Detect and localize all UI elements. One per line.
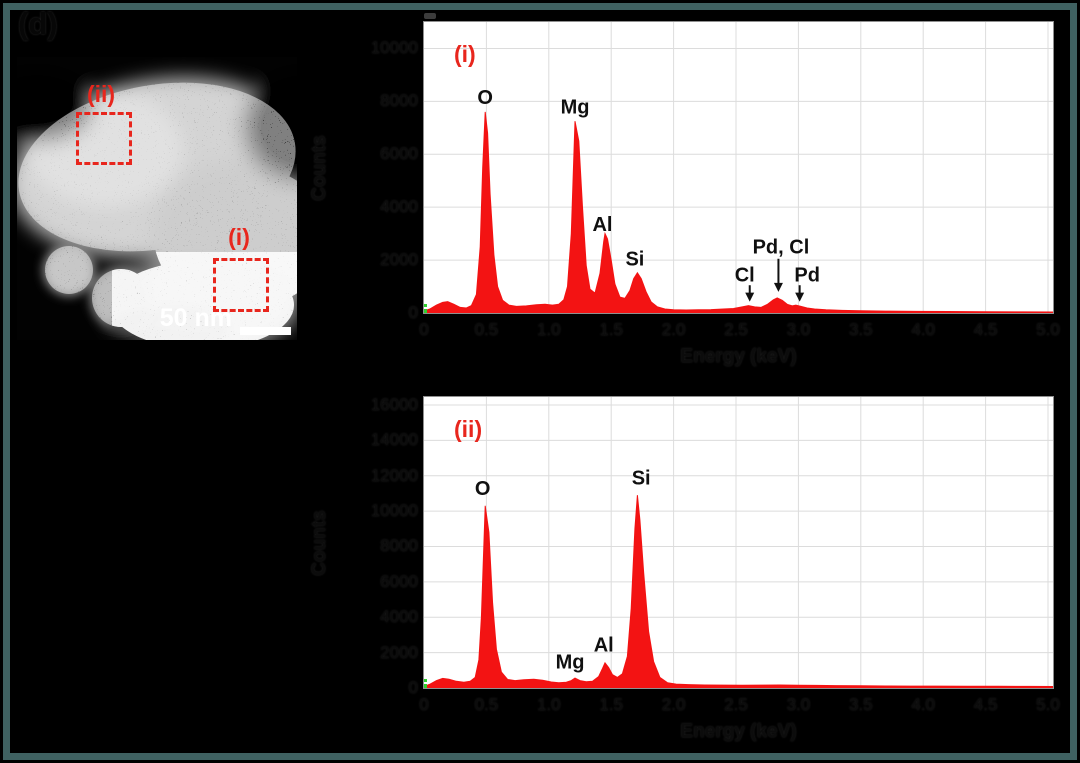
- spectrum-area: [423, 495, 1054, 689]
- cursor-mark: [424, 304, 427, 307]
- spectrum-canvas: O Mg Al Si (ii): [423, 397, 1054, 689]
- y-tick-label: 8000: [380, 536, 418, 556]
- region-box-i: [213, 258, 269, 312]
- spectrum-area: [423, 111, 1054, 314]
- peak-label: O: [477, 87, 493, 109]
- x-tick-label: 2.0: [661, 695, 686, 714]
- x-tick-label: 0: [419, 695, 429, 714]
- x-axis-title: Energy (keV): [680, 721, 797, 742]
- spectrum-canvas: O Mg Al Si Cl Pd, Cl Pd (i): [423, 22, 1054, 314]
- x-tick-label: 4.0: [911, 695, 936, 714]
- peak-arrow-head: [773, 282, 783, 292]
- x-tick-label: 3.0: [786, 320, 811, 339]
- eds-spectrum-chart-ii: O Mg Al Si (ii) 0 2000 4000 6000 8000 10000 12000 14…: [309, 395, 1060, 742]
- peak-label: Mg: [561, 96, 590, 118]
- x-tick-label: 4.5: [973, 695, 998, 714]
- x-tick-label: 0: [419, 320, 429, 339]
- peak-label: Al: [592, 214, 612, 236]
- region-box-ii: [76, 112, 132, 165]
- y-tick-label: 4000: [380, 197, 418, 217]
- y-tick-label: 10000: [370, 38, 418, 58]
- y-tick-label: 14000: [370, 430, 418, 450]
- panel-label: (d): [18, 6, 58, 41]
- x-tick-label: 1.5: [599, 320, 623, 339]
- y-tick-label: 6000: [380, 144, 418, 164]
- cursor-mark: [424, 684, 427, 688]
- x-tick-label: 5.0: [1036, 320, 1060, 339]
- peak-label: Al: [594, 635, 614, 657]
- stem-micrograph: (ii) (i) 50 nm: [17, 57, 297, 340]
- smudge-artifact: [424, 13, 436, 19]
- peak-label: Si: [632, 468, 651, 490]
- chart-panel-label: (i): [454, 41, 476, 67]
- cursor-mark: [424, 309, 427, 313]
- x-tick-label: 1.0: [536, 695, 561, 714]
- x-tick-label: 3.5: [848, 695, 873, 714]
- scale-bar-label: 50 nm: [159, 304, 232, 332]
- cursor-mark: [424, 679, 427, 682]
- x-tick-label: 5.0: [1036, 695, 1060, 714]
- y-tick-label: 8000: [380, 91, 418, 111]
- x-tick-label: 1.0: [536, 320, 561, 339]
- y-axis-title: Counts: [309, 509, 330, 576]
- x-tick-label: 0.5: [474, 695, 499, 714]
- x-tick-label: 1.5: [599, 695, 623, 714]
- y-tick-label: 12000: [370, 465, 418, 485]
- y-tick-label: 2000: [380, 250, 418, 270]
- region-label-i: (i): [228, 224, 250, 250]
- peak-arrow-head: [795, 292, 805, 302]
- y-tick-label: 2000: [380, 642, 418, 662]
- y-tick-label: 0: [408, 303, 418, 322]
- x-tick-label: 0.5: [474, 320, 499, 339]
- x-tick-label: 4.0: [911, 320, 936, 339]
- x-tick-label: 3.5: [848, 320, 873, 339]
- y-tick-label: 4000: [380, 607, 418, 627]
- eds-spectrum-chart-i: O Mg Al Si Cl Pd, Cl Pd (i) 0 2000 4000 6000 8000 100…: [309, 21, 1060, 367]
- peak-label: O: [475, 478, 491, 500]
- y-tick-label: 16000: [370, 394, 418, 414]
- y-tick-label: 10000: [370, 501, 418, 521]
- peak-label: Si: [625, 248, 644, 270]
- y-tick-label: 6000: [380, 571, 418, 591]
- x-tick-label: 2.5: [724, 695, 748, 714]
- x-tick-label: 4.5: [973, 320, 998, 339]
- x-axis-title: Energy (keV): [680, 346, 797, 367]
- y-axis-title: Counts: [309, 134, 330, 201]
- chart-panel-label: (ii): [454, 416, 482, 442]
- scale-bar: [240, 327, 291, 335]
- x-tick-label: 3.0: [786, 695, 811, 714]
- peak-label: Cl: [735, 264, 755, 286]
- peak-label: Mg: [556, 652, 585, 674]
- peak-label: Pd, Cl: [753, 236, 810, 258]
- region-label-ii: (ii): [86, 81, 116, 107]
- peak-arrow-head: [745, 292, 755, 302]
- peak-label: Pd: [794, 264, 820, 286]
- x-tick-label: 2.5: [724, 320, 748, 339]
- x-tick-label: 2.0: [661, 320, 686, 339]
- y-tick-label: 0: [408, 678, 418, 697]
